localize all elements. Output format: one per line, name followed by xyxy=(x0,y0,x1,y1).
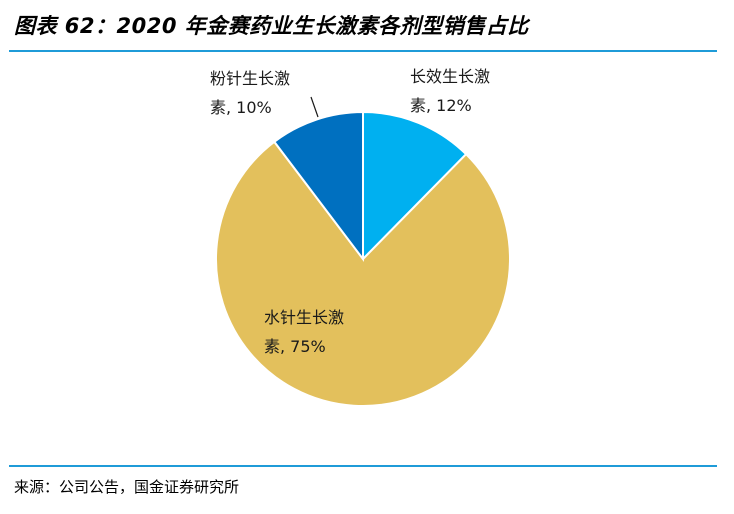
label-water-injection-line1: 水针生长激 xyxy=(264,308,344,327)
label-powder-injection-line1: 粉针生长激 xyxy=(210,69,290,88)
pie-slice-0 xyxy=(362,110,468,262)
leader-line-powder xyxy=(310,96,319,118)
label-water-injection-line2: 素, 75% xyxy=(264,337,326,356)
pie-slice-2 xyxy=(272,110,364,262)
label-powder-injection-line2: 素, 10% xyxy=(210,98,272,117)
label-long-acting-line1: 长效生长激 xyxy=(410,67,490,86)
chart-title: 图表 62：2020 年金赛药业生长激素各剂型销售占比 xyxy=(14,14,529,38)
pie-slices xyxy=(215,110,511,407)
title-divider xyxy=(9,50,717,52)
label-long-acting-line2: 素, 12% xyxy=(410,96,472,115)
source-note: 来源：公司公告，国金证券研究所 xyxy=(14,478,240,496)
source-divider xyxy=(9,465,717,467)
pie-slice-1 xyxy=(215,140,511,407)
